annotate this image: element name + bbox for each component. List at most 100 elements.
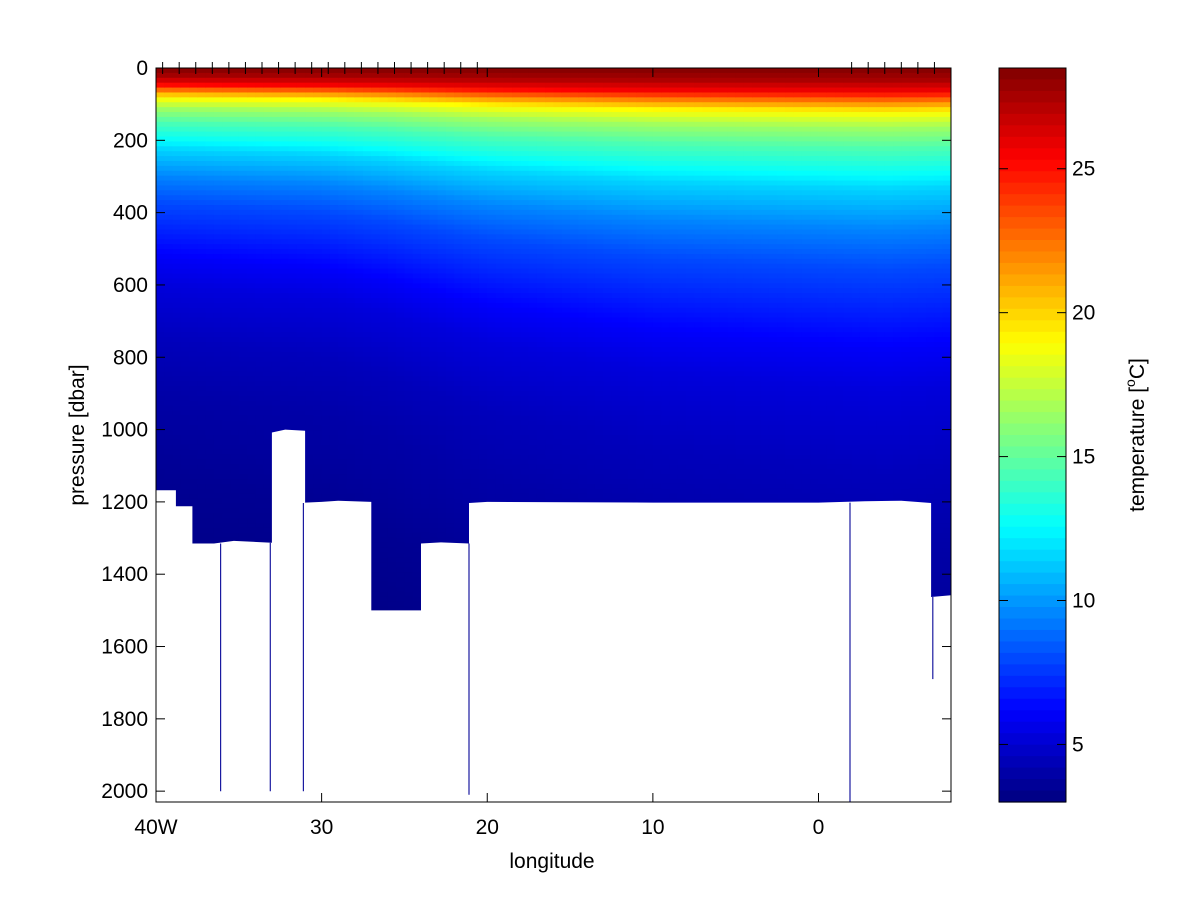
heatmap-cell (329, 209, 339, 216)
heatmap-cell (189, 209, 199, 216)
heatmap-cell (412, 567, 422, 573)
heatmap-cell (164, 185, 174, 191)
heatmap-cell (172, 390, 182, 397)
heatmap-cell (396, 498, 406, 505)
heatmap-cell (247, 454, 256, 461)
heatmap-cell (222, 498, 232, 505)
heatmap-cell (421, 322, 430, 328)
heatmap-cell (172, 209, 182, 216)
heatmap-cell (213, 449, 223, 456)
heatmap-cell (329, 488, 339, 495)
heatmap-cell (363, 244, 372, 250)
heatmap-cell (421, 410, 430, 417)
heatmap-cell (371, 239, 381, 245)
heatmap-cell (255, 449, 265, 456)
heatmap-cell (396, 351, 406, 358)
heatmap-cell (321, 82, 331, 89)
heatmap-cell (396, 170, 406, 177)
heatmap-cell (230, 464, 240, 470)
heatmap-cell (412, 503, 422, 509)
heatmap-cell (321, 474, 331, 480)
heatmap-cell (354, 273, 364, 280)
heatmap-cell (412, 513, 422, 519)
heatmap-cell (288, 386, 298, 392)
heatmap-cell (280, 390, 290, 397)
heatmap-cell (429, 126, 439, 133)
heatmap-cell (230, 170, 240, 177)
heatmap-cell (429, 146, 439, 152)
heatmap-cell (354, 381, 364, 387)
heatmap-cell (412, 586, 422, 593)
heatmap-cell (180, 82, 190, 89)
heatmap-cell (222, 68, 232, 74)
heatmap-cell (288, 107, 298, 113)
heatmap-cell (313, 366, 323, 372)
heatmap-cell (296, 415, 306, 421)
heatmap-cell (180, 229, 190, 235)
heatmap-cell (255, 342, 265, 348)
heatmap-cell (379, 151, 389, 157)
heatmap-cell (354, 439, 364, 446)
heatmap-cell (263, 72, 273, 79)
heatmap-cell (396, 513, 406, 519)
heatmap-cell (429, 156, 439, 162)
heatmap-cell (412, 278, 422, 284)
heatmap-cell (363, 278, 372, 284)
heatmap-cell (313, 390, 323, 397)
heatmap-cell (247, 234, 256, 240)
heatmap-cell (346, 268, 356, 275)
heatmap-cell (404, 82, 414, 89)
heatmap-cell (222, 77, 232, 84)
heatmap-cell (321, 283, 331, 289)
heatmap-cell (288, 214, 298, 221)
heatmap-cell (313, 376, 323, 382)
heatmap-cell (379, 297, 389, 304)
heatmap-cell (271, 415, 281, 421)
heatmap-cell (421, 151, 430, 157)
heatmap-cell (329, 258, 339, 265)
heatmap-cell (421, 366, 430, 372)
heatmap-cell (247, 537, 256, 544)
heatmap-cell (379, 474, 389, 480)
heatmap-cell (387, 474, 397, 480)
heatmap-cell (189, 278, 199, 284)
heatmap-cell (222, 479, 232, 485)
heatmap-cell (222, 87, 232, 94)
heatmap-cell (238, 356, 248, 363)
heatmap-cell (189, 126, 199, 133)
heatmap-cell (280, 107, 290, 113)
heatmap-cell (230, 165, 240, 172)
heatmap-cell (189, 518, 199, 524)
heatmap-cell (230, 263, 240, 270)
heatmap-cell (213, 518, 223, 524)
heatmap-cell (305, 141, 314, 147)
heatmap-cell (346, 337, 356, 343)
heatmap-cell (346, 312, 356, 319)
heatmap-cell (338, 346, 348, 353)
heatmap-cell (180, 136, 190, 142)
heatmap-cell (172, 302, 182, 309)
heatmap-cell (329, 126, 339, 133)
heatmap-cell (404, 513, 414, 519)
heatmap-cell (371, 121, 381, 128)
heatmap-cell (172, 488, 182, 495)
heatmap-cell (363, 381, 372, 387)
heatmap-cell (412, 390, 422, 397)
heatmap-cell (271, 390, 281, 397)
heatmap-cell (230, 498, 240, 505)
heatmap-cell (255, 249, 265, 255)
heatmap-cell (197, 400, 207, 407)
heatmap-cell (263, 156, 273, 162)
heatmap-cell (363, 209, 372, 216)
heatmap-cell (288, 249, 298, 255)
heatmap-cell (247, 430, 256, 436)
heatmap-cell (156, 224, 165, 231)
heatmap-cell (321, 126, 331, 133)
heatmap-cell (321, 72, 331, 79)
heatmap-cell (421, 195, 430, 201)
heatmap-cell (313, 273, 323, 280)
heatmap-cell (205, 483, 215, 490)
heatmap-cell (222, 219, 232, 226)
heatmap-cell (379, 366, 389, 372)
heatmap-cell (412, 327, 422, 333)
